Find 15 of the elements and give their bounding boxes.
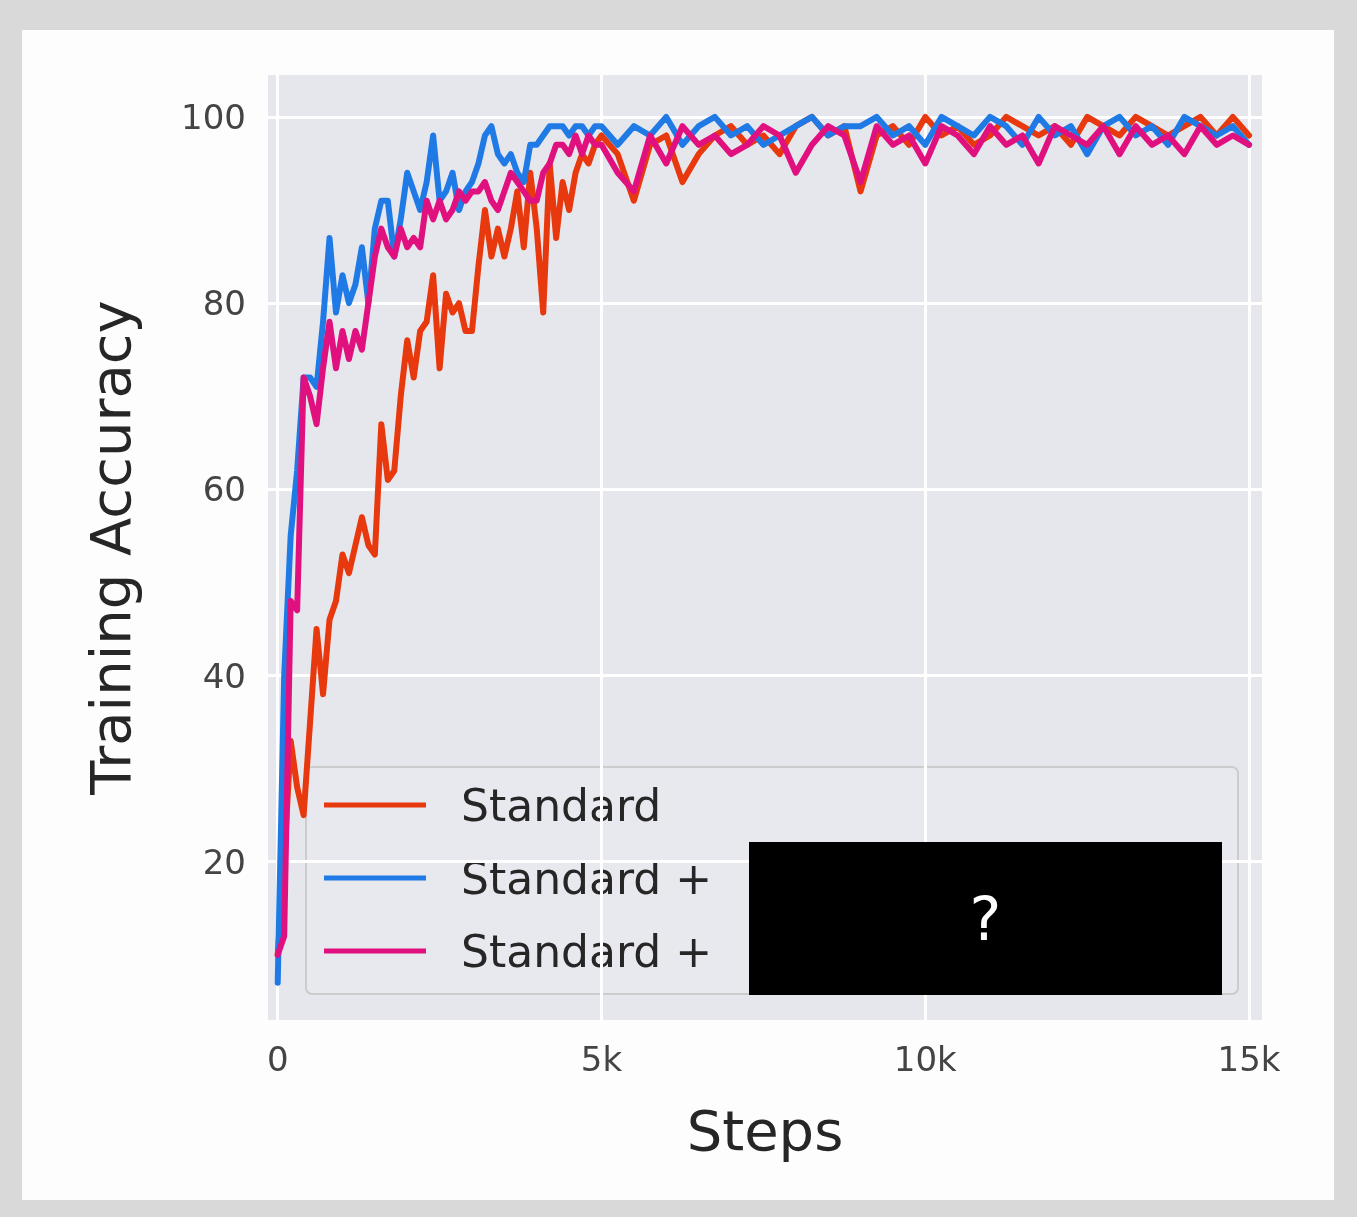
legend-label: Standard + (461, 852, 713, 904)
legend-label: Standard + (461, 925, 713, 977)
x-tick-label: 10k (893, 1039, 958, 1079)
x-tick-label: 5k (580, 1039, 623, 1079)
x-tick-label: 0 (266, 1039, 289, 1079)
y-axis-title: Training Accuracy (77, 300, 143, 796)
y-tick-label: 60 (202, 469, 246, 510)
x-axis-title: Steps (686, 1097, 844, 1163)
y-tick-label: 20 (202, 841, 246, 882)
redaction-box: ? (749, 842, 1222, 995)
y-tick-label: 40 (202, 655, 246, 696)
y-tick-label: 100 (181, 96, 246, 137)
legend-label: Standard (461, 779, 662, 831)
y-tick-label: 80 (202, 283, 246, 324)
x-tick-label: 15k (1217, 1039, 1281, 1079)
